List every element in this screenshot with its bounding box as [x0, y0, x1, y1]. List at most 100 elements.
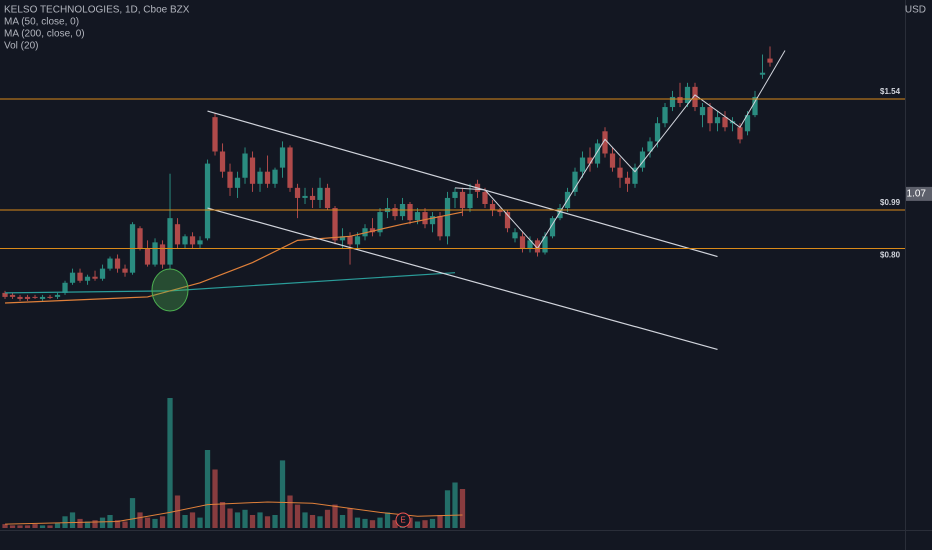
volume-bar	[159, 516, 166, 528]
candle-body	[107, 258, 113, 269]
candle-body	[159, 244, 166, 265]
volume-bar	[392, 520, 398, 528]
candle-body	[722, 117, 728, 128]
candle-body	[219, 151, 226, 172]
candle-body	[32, 296, 38, 298]
overlay: $1.54 $0.99 $0.80 E	[0, 50, 905, 528]
candle-body	[639, 151, 646, 168]
candle-body	[714, 117, 721, 124]
volume-bar	[167, 398, 173, 528]
candle-body	[249, 157, 256, 184]
candle-body	[309, 195, 316, 200]
volume-bar	[347, 508, 353, 528]
candle-body	[347, 236, 353, 245]
candle-body	[99, 268, 106, 279]
candle-body	[542, 236, 548, 253]
axes: 1.07	[906, 186, 932, 201]
candle-body	[272, 169, 278, 184]
volume-bar	[137, 512, 143, 528]
candle-body	[534, 240, 541, 253]
candle-body	[437, 216, 443, 237]
candle-body	[62, 282, 68, 293]
candle-body	[279, 147, 286, 168]
candle-body	[647, 141, 653, 152]
volume-bar	[182, 515, 188, 528]
volume-bar	[294, 504, 301, 528]
volume-bar	[17, 525, 23, 528]
candle-body	[407, 204, 413, 221]
volume-bar	[152, 518, 158, 528]
indicator-label: Vol (20)	[4, 41, 38, 52]
volume-bar	[32, 524, 38, 528]
volume-bar	[62, 516, 68, 528]
volume-bar	[332, 504, 338, 528]
volume-bar	[39, 525, 46, 528]
candle-body	[137, 228, 143, 249]
volume-bar	[174, 495, 181, 528]
zigzag-line	[454, 50, 786, 250]
candle-body	[609, 153, 616, 168]
candle-body	[369, 228, 376, 233]
candle-body	[617, 167, 623, 178]
candle-body	[587, 157, 593, 164]
volume-bar	[302, 512, 308, 528]
volume-bar	[429, 518, 436, 528]
candle-body	[504, 212, 511, 229]
ma50-line	[4, 211, 463, 304]
volume-bar	[24, 525, 31, 528]
volume-bar	[407, 517, 413, 528]
candle-body	[77, 272, 83, 281]
candle-body	[602, 131, 608, 154]
volume-bar	[377, 517, 383, 528]
volume-bar	[227, 508, 233, 528]
volume-bar	[129, 498, 136, 528]
candle-body	[594, 143, 601, 164]
candle-body	[144, 248, 151, 265]
symbol-title: KELSO TECHNOLOGIES, 1D, Cboe BZX	[4, 5, 190, 16]
candle-body	[737, 127, 743, 140]
candle-body	[227, 171, 233, 188]
volume-bar	[422, 520, 428, 528]
volume-bar	[437, 515, 443, 528]
candle-body	[197, 240, 203, 245]
candle-body	[302, 195, 308, 198]
volume-bar	[197, 517, 203, 528]
candle-body	[9, 294, 16, 297]
candle-body	[332, 208, 338, 241]
candle-body	[152, 242, 158, 265]
candle-body	[204, 163, 211, 239]
volume-bar	[354, 517, 361, 528]
volume-bar	[459, 489, 466, 528]
candle-body	[759, 72, 766, 75]
volume-bar	[257, 512, 263, 528]
candle-body	[317, 187, 323, 200]
candle-body	[557, 208, 563, 219]
candle-body	[392, 208, 398, 217]
volume-bar	[414, 521, 421, 528]
candle-body	[324, 187, 331, 209]
volume-bar	[444, 490, 451, 528]
candle-body	[549, 218, 556, 237]
candle-body	[572, 171, 578, 192]
candle-body	[92, 276, 98, 279]
volume-bar	[114, 520, 121, 528]
candle-body	[69, 272, 76, 283]
volume-bar	[54, 522, 61, 528]
volume-bar	[317, 516, 323, 528]
volume-bar	[77, 518, 83, 528]
highlight-circle	[151, 268, 189, 312]
candle-body	[54, 294, 61, 297]
candle-body	[24, 296, 31, 299]
candle-body	[512, 232, 518, 239]
candle-body	[624, 177, 631, 184]
candle-body	[744, 115, 751, 132]
volume-bar	[279, 460, 286, 528]
candle-body	[287, 147, 293, 188]
volume-bar	[204, 450, 211, 528]
candle-body	[444, 197, 451, 237]
volume-bar	[249, 515, 256, 528]
volume-bar	[369, 520, 376, 528]
candle-body	[429, 216, 436, 225]
